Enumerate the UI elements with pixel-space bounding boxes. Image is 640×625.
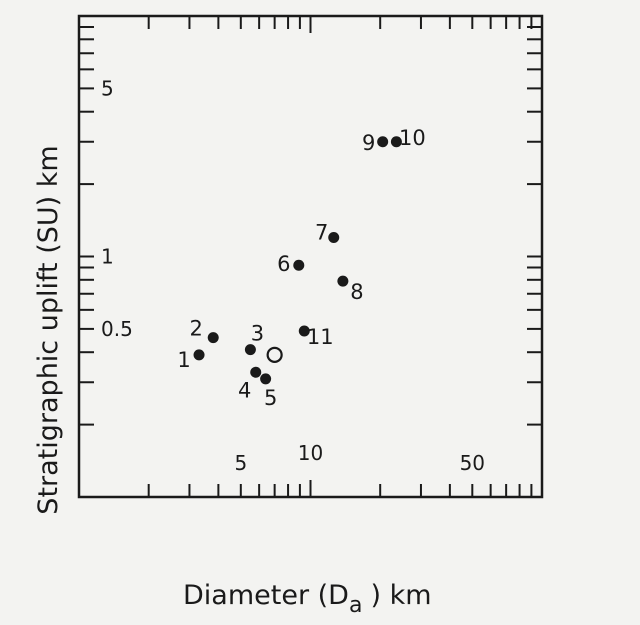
y-tick-label: 5 [101,76,114,100]
point-marker-3 [244,344,256,356]
axis-ticks [79,16,542,497]
point-marker-1 [193,349,205,361]
point-label: 1 [177,348,190,372]
y-axis-label: Stratigraphic uplift (SU) km [33,145,64,514]
point-marker-8 [337,275,349,287]
x-tick-label: 10 [298,441,323,465]
point-label: 5 [264,386,277,410]
tick-labels: 5 10 50 5 1 0.5 [101,76,485,475]
point-marker-4 [250,366,262,378]
point-label: 3 [251,322,264,346]
point-label: 7 [315,220,328,244]
point-marker-5 [260,373,272,385]
x-tick-label: 50 [460,451,485,475]
point-marker-6 [293,259,305,271]
x-axis-label-subscript: a [349,593,362,618]
point-label: 8 [350,280,363,304]
point-marker-7 [328,231,340,243]
point-label: 2 [190,317,203,341]
x-tick-label: 5 [234,451,247,475]
plot-frame [77,14,544,499]
y-tick-label: 1 [101,245,114,269]
data-points: 12 3 4 5 6 7 8 9 10 11 [177,126,425,410]
point-label: 6 [277,252,290,276]
point-label: 11 [307,325,334,349]
point-marker-10 [390,136,402,148]
point-label: 4 [238,378,251,402]
point-label: 9 [362,131,375,155]
open-point-marker [266,346,283,363]
point-label: 10 [399,126,426,150]
point-marker-11 [298,325,310,337]
y-tick-label: 0.5 [101,317,133,341]
point-marker-9 [377,136,389,148]
x-axis-label: Diameter (Da) km [183,580,432,618]
point-marker-2 [207,332,219,344]
